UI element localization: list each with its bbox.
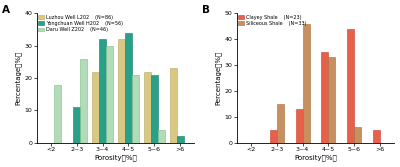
Bar [54,85,61,143]
Bar [118,39,125,143]
X-axis label: Porosity（%）: Porosity（%） [94,155,137,161]
Bar [296,109,302,143]
X-axis label: Porosity（%）: Porosity（%） [294,155,337,161]
Bar [125,33,132,143]
Bar [132,75,139,143]
Bar [322,52,328,143]
Y-axis label: Percentage（%）: Percentage（%） [215,51,222,105]
Bar [277,104,284,143]
Bar [347,29,354,143]
Bar [151,75,158,143]
Legend: Clayey Shale    (N=23), Siliceous Shale    (N=33): Clayey Shale (N=23), Siliceous Shale (N=… [237,14,307,27]
Bar [354,127,361,143]
Text: B: B [202,6,210,16]
Bar [328,57,336,143]
Bar [99,39,106,143]
Bar [302,24,310,143]
Bar [270,130,277,143]
Bar [158,130,165,143]
Bar [170,68,177,143]
Bar [106,46,113,143]
Bar [177,136,184,143]
Text: A: A [2,6,10,16]
Bar [73,107,80,143]
Bar [144,72,151,143]
Legend: Luzhou Well L202    (N=86), Yongchuan Well H202    (N=56), Daru Well Z202    (N=: Luzhou Well L202 (N=86), Yongchuan Well … [37,14,124,33]
Bar [80,59,87,143]
Y-axis label: Percentage（%）: Percentage（%） [15,51,22,105]
Bar [373,130,380,143]
Bar [92,72,99,143]
